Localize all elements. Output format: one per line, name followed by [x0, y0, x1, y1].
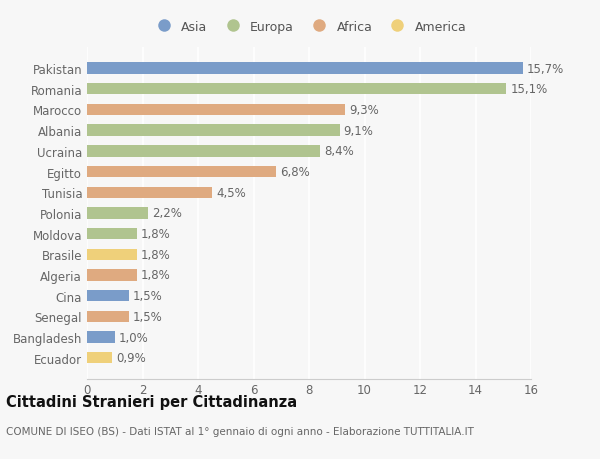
Bar [87, 353, 112, 364]
Text: Cittadini Stranieri per Cittadinanza: Cittadini Stranieri per Cittadinanza [6, 394, 297, 409]
Bar [87, 63, 523, 74]
Bar [87, 229, 137, 240]
Text: 6,8%: 6,8% [280, 166, 310, 179]
Bar [87, 167, 276, 178]
Text: COMUNE DI ISEO (BS) - Dati ISTAT al 1° gennaio di ogni anno - Elaborazione TUTTI: COMUNE DI ISEO (BS) - Dati ISTAT al 1° g… [6, 426, 474, 436]
Text: 15,7%: 15,7% [527, 62, 564, 75]
Bar [87, 291, 128, 302]
Text: 9,3%: 9,3% [349, 104, 379, 117]
Legend: Asia, Europa, Africa, America: Asia, Europa, Africa, America [149, 18, 469, 36]
Text: 15,1%: 15,1% [510, 83, 547, 96]
Bar [87, 332, 115, 343]
Bar [87, 270, 137, 281]
Text: 1,8%: 1,8% [141, 248, 171, 261]
Text: 1,0%: 1,0% [119, 331, 149, 344]
Bar [87, 208, 148, 219]
Text: 2,2%: 2,2% [152, 207, 182, 220]
Text: 1,5%: 1,5% [133, 310, 163, 323]
Text: 9,1%: 9,1% [344, 124, 374, 137]
Bar [87, 311, 128, 322]
Bar [87, 187, 212, 198]
Bar [87, 84, 506, 95]
Text: 1,8%: 1,8% [141, 269, 171, 282]
Bar [87, 146, 320, 157]
Text: 1,5%: 1,5% [133, 290, 163, 302]
Bar [87, 125, 340, 136]
Text: 1,8%: 1,8% [141, 228, 171, 241]
Text: 4,5%: 4,5% [216, 186, 246, 199]
Bar [87, 249, 137, 260]
Bar [87, 105, 345, 116]
Text: 0,9%: 0,9% [116, 352, 146, 364]
Text: 8,4%: 8,4% [324, 145, 354, 158]
